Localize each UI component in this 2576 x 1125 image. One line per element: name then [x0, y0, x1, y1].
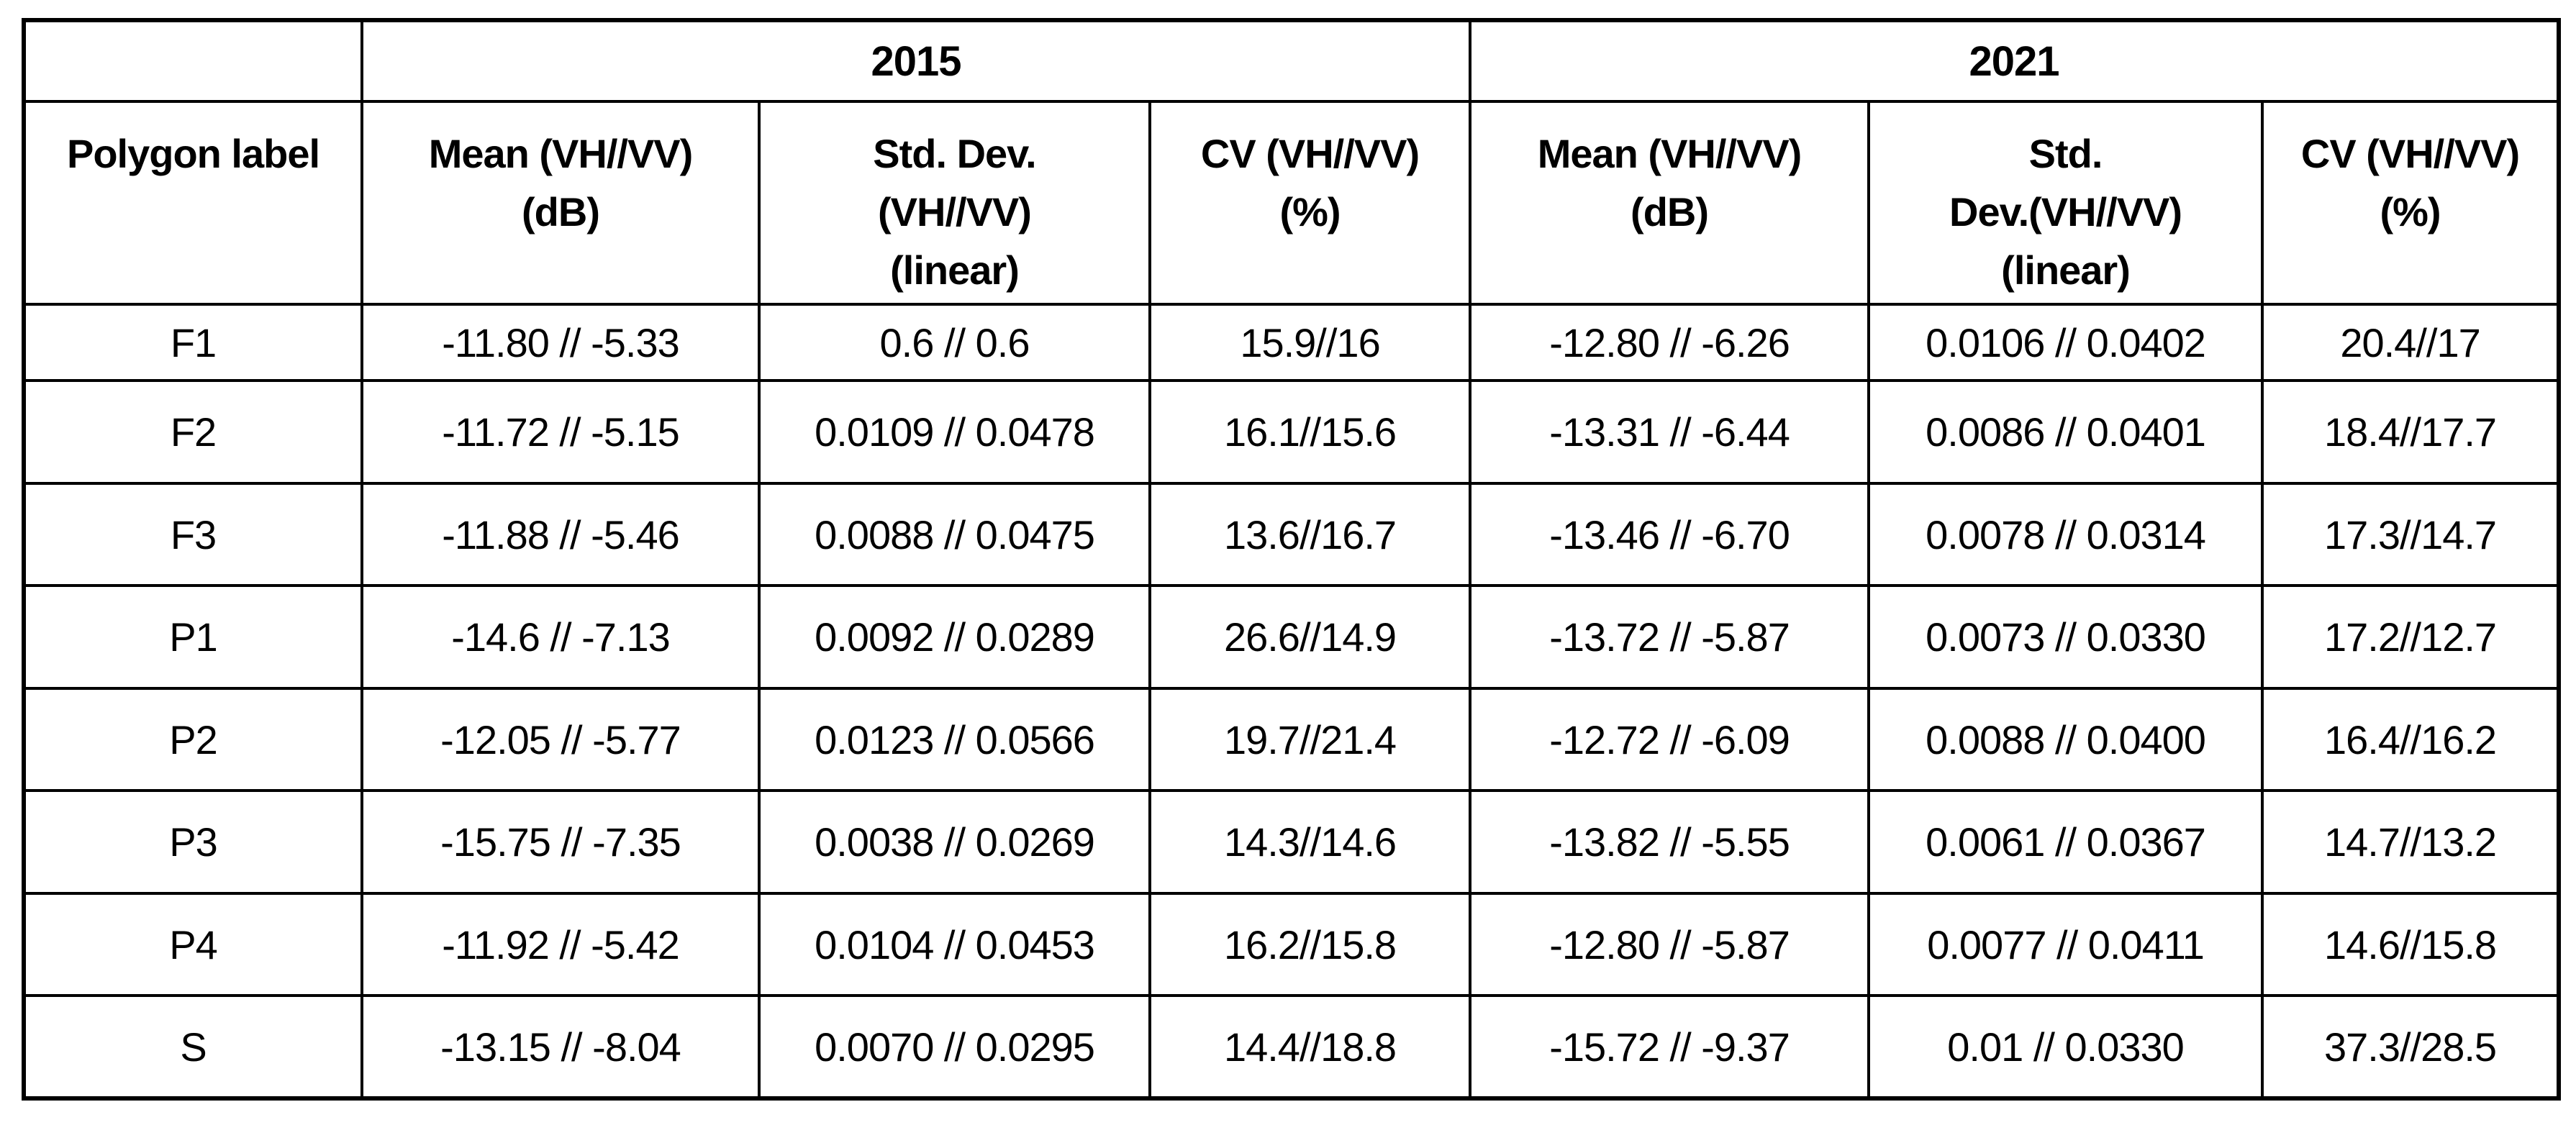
value-cell: 0.0088 // 0.0475 — [758, 481, 1151, 588]
polygon-label-cell: P3 — [22, 789, 363, 895]
year-header-2021: 2021 — [1469, 19, 2561, 103]
col-header-cv-2015: CV (VH//VV) (%) — [1148, 100, 1472, 306]
value-cell: -13.31 // -6.44 — [1469, 379, 1871, 485]
polygon-statistics-table: 2015 2021 Polygon label Mean (VH//VV) (d… — [22, 18, 2562, 1101]
value-cell: 18.4//17.7 — [2261, 379, 2561, 485]
polygon-label-cell: P2 — [22, 686, 363, 793]
value-cell: -12.72 // -6.09 — [1469, 686, 1871, 793]
year-header-2015: 2015 — [360, 19, 1472, 103]
value-cell: 16.4//16.2 — [2261, 686, 2561, 793]
value-cell: 0.0077 // 0.0411 — [1867, 891, 2264, 998]
col-header-stddev-2021: Std. Dev.(VH//VV) (linear) — [1867, 100, 2264, 306]
value-cell: 0.0070 // 0.0295 — [758, 994, 1151, 1100]
value-cell: 0.0038 // 0.0269 — [758, 789, 1151, 895]
col-header-mean-2021: Mean (VH//VV) (dB) — [1469, 100, 1871, 306]
value-cell: -11.80 // -5.33 — [360, 302, 761, 383]
table-row: S -13.15 // -8.04 0.0070 // 0.0295 14.4/… — [22, 994, 2561, 1100]
value-cell: -14.6 // -7.13 — [360, 584, 761, 690]
value-cell: -12.80 // -5.87 — [1469, 891, 1871, 998]
polygon-label-cell: F1 — [22, 302, 363, 383]
polygon-label-cell: S — [22, 994, 363, 1100]
value-cell: 0.6 // 0.6 — [758, 302, 1151, 383]
polygon-label-cell: F2 — [22, 379, 363, 485]
table-row: F1 -11.80 // -5.33 0.6 // 0.6 15.9//16 -… — [22, 302, 2561, 383]
value-cell: 17.2//12.7 — [2261, 584, 2561, 690]
col-header-mean-2015: Mean (VH//VV) (dB) — [360, 100, 761, 306]
value-cell: -15.75 // -7.35 — [360, 789, 761, 895]
value-cell: 37.3//28.5 — [2261, 994, 2561, 1100]
polygon-label-cell: P4 — [22, 891, 363, 998]
value-cell: -11.92 // -5.42 — [360, 891, 761, 998]
table-row: P1 -14.6 // -7.13 0.0092 // 0.0289 26.6/… — [22, 584, 2561, 690]
value-cell: 19.7//21.4 — [1148, 686, 1472, 793]
col-header-stddev-2015: Std. Dev. (VH//VV) (linear) — [758, 100, 1151, 306]
year-header-row: 2015 2021 — [22, 19, 2561, 103]
value-cell: 14.4//18.8 — [1148, 994, 1472, 1100]
column-header-row: Polygon label Mean (VH//VV) (dB) Std. De… — [22, 100, 2561, 306]
value-cell: 0.01 // 0.0330 — [1867, 994, 2264, 1100]
polygon-label-cell: F3 — [22, 481, 363, 588]
col-header-polygon-label: Polygon label — [22, 100, 363, 306]
value-cell: -13.46 // -6.70 — [1469, 481, 1871, 588]
table-row: F3 -11.88 // -5.46 0.0088 // 0.0475 13.6… — [22, 481, 2561, 588]
value-cell: -12.80 // -6.26 — [1469, 302, 1871, 383]
value-cell: 0.0123 // 0.0566 — [758, 686, 1151, 793]
value-cell: 0.0092 // 0.0289 — [758, 584, 1151, 690]
value-cell: 0.0088 // 0.0400 — [1867, 686, 2264, 793]
value-cell: 14.6//15.8 — [2261, 891, 2561, 998]
value-cell: 0.0073 // 0.0330 — [1867, 584, 2264, 690]
table-row: P4 -11.92 // -5.42 0.0104 // 0.0453 16.2… — [22, 891, 2561, 998]
value-cell: -13.15 // -8.04 — [360, 994, 761, 1100]
value-cell: 14.7//13.2 — [2261, 789, 2561, 895]
polygon-label-cell: P1 — [22, 584, 363, 690]
value-cell: -12.05 // -5.77 — [360, 686, 761, 793]
value-cell: 14.3//14.6 — [1148, 789, 1472, 895]
value-cell: 15.9//16 — [1148, 302, 1472, 383]
col-header-cv-2021: CV (VH//VV) (%) — [2261, 100, 2561, 306]
value-cell: 0.0109 // 0.0478 — [758, 379, 1151, 485]
value-cell: 26.6//14.9 — [1148, 584, 1472, 690]
value-cell: 16.1//15.6 — [1148, 379, 1472, 485]
value-cell: -13.82 // -5.55 — [1469, 789, 1871, 895]
value-cell: -11.88 // -5.46 — [360, 481, 761, 588]
value-cell: 20.4//17 — [2261, 302, 2561, 383]
value-cell: 0.0106 // 0.0402 — [1867, 302, 2264, 383]
corner-cell — [22, 19, 363, 103]
value-cell: 17.3//14.7 — [2261, 481, 2561, 588]
table-row: F2 -11.72 // -5.15 0.0109 // 0.0478 16.1… — [22, 379, 2561, 485]
value-cell: 0.0061 // 0.0367 — [1867, 789, 2264, 895]
value-cell: -13.72 // -5.87 — [1469, 584, 1871, 690]
table-row: P3 -15.75 // -7.35 0.0038 // 0.0269 14.3… — [22, 789, 2561, 895]
value-cell: 16.2//15.8 — [1148, 891, 1472, 998]
value-cell: -11.72 // -5.15 — [360, 379, 761, 485]
value-cell: 0.0104 // 0.0453 — [758, 891, 1151, 998]
value-cell: 0.0086 // 0.0401 — [1867, 379, 2264, 485]
table-row: P2 -12.05 // -5.77 0.0123 // 0.0566 19.7… — [22, 686, 2561, 793]
value-cell: 13.6//16.7 — [1148, 481, 1472, 588]
value-cell: 0.0078 // 0.0314 — [1867, 481, 2264, 588]
value-cell: -15.72 // -9.37 — [1469, 994, 1871, 1100]
